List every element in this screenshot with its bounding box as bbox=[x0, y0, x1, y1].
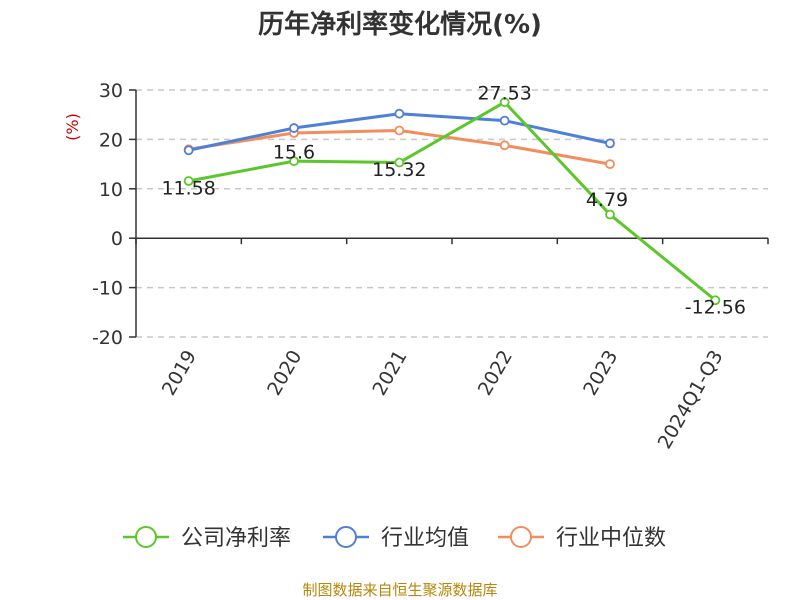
data-point[interactable] bbox=[499, 115, 510, 126]
data-source: 制图数据来自恒生聚源数据库 bbox=[302, 581, 497, 599]
y-ticks: 30 20 10 0 -10 -20 bbox=[92, 80, 137, 349]
x-tick-label: 2020 bbox=[263, 347, 306, 400]
x-tick-label: 2021 bbox=[368, 347, 411, 400]
series-line bbox=[188, 100, 717, 302]
y-tick-label: -10 bbox=[92, 278, 123, 300]
grid bbox=[136, 89, 768, 338]
legend-marker[interactable] bbox=[135, 526, 157, 548]
data-point[interactable] bbox=[183, 176, 194, 186]
data-point[interactable] bbox=[605, 159, 615, 170]
data-point[interactable] bbox=[605, 138, 615, 149]
legend-marker[interactable] bbox=[510, 526, 532, 548]
data-labels: 11.58 15.6 15.32 27.53 4.79 -12.56 bbox=[161, 83, 745, 319]
chart-title: 历年净利率变化情况(%) bbox=[258, 9, 542, 40]
data-point[interactable] bbox=[710, 295, 721, 306]
data-label: 4.79 bbox=[586, 189, 628, 211]
data-point[interactable] bbox=[605, 209, 615, 220]
x-axis: 2019 2020 2021 2022 2023 2024Q1-Q3 bbox=[135, 237, 769, 453]
data-point[interactable] bbox=[394, 125, 405, 136]
y-axis-label: (%) bbox=[63, 113, 82, 141]
y-tick-label: 0 bbox=[111, 228, 123, 250]
data-label: -12.56 bbox=[685, 297, 746, 319]
data-point[interactable] bbox=[289, 156, 299, 167]
legend-label[interactable]: 行业均值 bbox=[381, 526, 469, 551]
legend-marker[interactable] bbox=[335, 526, 357, 548]
data-point[interactable] bbox=[183, 145, 194, 156]
x-tick-label: 2024Q1-Q3 bbox=[654, 347, 728, 453]
x-tick-label: 2019 bbox=[158, 347, 201, 400]
data-point[interactable] bbox=[394, 108, 405, 119]
x-tick-label: 2023 bbox=[579, 347, 622, 400]
data-point[interactable] bbox=[499, 97, 510, 108]
legend-label[interactable]: 公司净利率 bbox=[181, 526, 291, 551]
data-label: 27.53 bbox=[477, 83, 531, 105]
legend-label[interactable]: 行业中位数 bbox=[556, 526, 666, 551]
y-tick-label: 30 bbox=[99, 80, 123, 102]
data-point[interactable] bbox=[394, 157, 405, 168]
y-tick-label: -20 bbox=[92, 327, 123, 349]
series-layer bbox=[183, 97, 721, 306]
y-tick-label: 10 bbox=[99, 179, 123, 201]
y-tick-label: 20 bbox=[99, 129, 123, 151]
x-tick-label: 2022 bbox=[474, 347, 517, 400]
data-label: 15.32 bbox=[372, 159, 426, 181]
legend: 公司净利率 行业均值 行业中位数 bbox=[123, 526, 666, 551]
data-label: 15.6 bbox=[273, 142, 315, 164]
data-label: 11.58 bbox=[161, 177, 215, 199]
data-point[interactable] bbox=[499, 140, 510, 151]
data-point[interactable] bbox=[289, 123, 299, 133]
